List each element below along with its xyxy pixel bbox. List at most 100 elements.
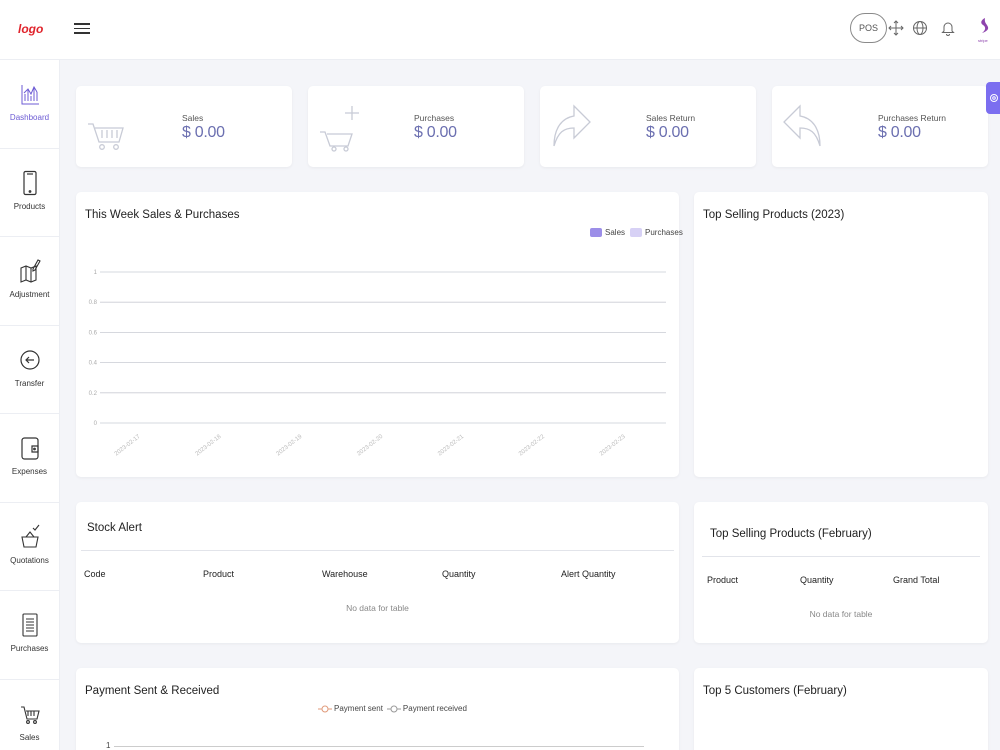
sidebar-item-label: Expenses <box>11 467 48 476</box>
cart-icon <box>20 705 40 724</box>
card-title: Payment Sent & Received <box>85 685 220 697</box>
sidebar-item-label: Products <box>13 201 46 211</box>
sidebar-item-label: Adjustment <box>9 290 50 299</box>
wallet-icon <box>20 437 39 460</box>
y-tick-label: 1 <box>106 741 111 750</box>
divider <box>702 556 980 557</box>
column-header[interactable]: Grand Total <box>893 575 940 585</box>
sidebar-item-label: Transfer <box>14 378 45 388</box>
legend-marker-payment-received <box>386 705 401 712</box>
divider <box>81 550 674 551</box>
card-title: Top Selling Products (2023) <box>703 209 845 221</box>
legend-label[interactable]: Payment received <box>402 704 467 713</box>
sidebar-item-label: Sales <box>19 732 40 742</box>
sidebar-item-expenses[interactable]: Expenses <box>0 414 59 503</box>
column-header[interactable]: Quantity <box>800 575 834 585</box>
stat-label: Sales Return <box>646 113 696 123</box>
stat-value: $ 0.00 <box>646 124 689 141</box>
user-avatar[interactable]: stripe <box>975 16 993 44</box>
pos-button[interactable]: POS <box>850 13 887 43</box>
sidebar-item-quotations[interactable]: Quotations <box>0 503 59 591</box>
stat-card-sales[interactable]: Sales $ 0.00 <box>76 86 292 167</box>
sidebar-item-purchases[interactable]: Purchases <box>0 591 59 680</box>
x-tick-label: 2023-02-23 <box>599 433 627 457</box>
y-tick-label: 1 <box>94 270 98 276</box>
legend-swatch-sales <box>590 228 602 237</box>
stat-label: Purchases <box>414 113 455 123</box>
card-title: Top Selling Products (February) <box>710 528 872 540</box>
hamburger-menu-icon[interactable] <box>74 20 90 36</box>
card-title: This Week Sales & Purchases <box>85 209 240 221</box>
cart-plus-icon <box>320 106 359 152</box>
cart-icon <box>88 123 124 150</box>
x-tick-label: 2023-02-19 <box>275 433 303 457</box>
gear-icon <box>990 94 998 102</box>
weekly-bar-chart: 1 0.8 0.6 0.4 0.2 0 2023-02-17 2023-02-18 2023-0… <box>89 270 666 457</box>
stat-card-sales-return[interactable]: Sales Return $ 0.00 <box>540 86 756 167</box>
y-tick-label: 0.2 <box>89 391 98 397</box>
y-tick-label: 0.8 <box>89 300 98 306</box>
legend-label[interactable]: Payment sent <box>334 704 383 713</box>
x-tick-label: 2023-02-20 <box>356 433 384 457</box>
legend-swatch-purchases <box>630 228 643 237</box>
stat-card-purchases[interactable]: Purchases $ 0.00 <box>308 86 524 167</box>
stat-card-purchases-return[interactable]: Purchases Return $ 0.00 <box>772 86 988 167</box>
stat-value: $ 0.00 <box>414 124 457 141</box>
svg-text:logo: logo <box>18 22 43 36</box>
receipt-icon <box>21 613 38 637</box>
basket-check-icon <box>20 524 39 548</box>
top-bar: logo POS stripe <box>0 0 1000 60</box>
legend-label[interactable]: Sales <box>605 228 626 237</box>
svg-text:stripe: stripe <box>978 38 989 43</box>
sidebar-item-sales[interactable]: Sales <box>0 680 59 750</box>
chart-legend: Sales Purchases <box>590 228 683 237</box>
stat-value: $ 0.00 <box>878 124 921 141</box>
y-tick-label: 0.4 <box>89 361 98 367</box>
stat-label: Sales <box>182 113 204 123</box>
card-title: Stock Alert <box>87 522 142 534</box>
chart-legend: Payment sent Payment received <box>318 704 467 713</box>
column-header[interactable]: Quantity <box>442 569 476 579</box>
sidebar: Dashboard Products Adjustment Transfer E… <box>0 60 60 750</box>
column-header[interactable]: Product <box>707 575 739 585</box>
x-tick-label: 2023-02-21 <box>437 433 465 457</box>
language-globe-icon[interactable] <box>912 20 928 36</box>
transfer-icon <box>19 349 40 370</box>
column-header[interactable]: Product <box>203 569 235 579</box>
fullscreen-icon[interactable] <box>888 20 904 36</box>
settings-drawer-tab[interactable] <box>986 82 1000 114</box>
bar-chart-icon <box>21 85 39 105</box>
sidebar-item-dashboard[interactable]: Dashboard <box>0 60 59 149</box>
legend-marker-payment-sent <box>318 705 332 712</box>
sidebar-item-transfer[interactable]: Transfer <box>0 326 59 414</box>
column-header[interactable]: Alert Quantity <box>561 569 616 579</box>
empty-table-message: No data for table <box>809 609 873 619</box>
card-title: Top 5 Customers (February) <box>703 685 847 697</box>
weekly-chart-card: This Week Sales & Purchases Sales Purcha… <box>76 192 683 477</box>
brand-logo[interactable]: logo <box>18 20 44 38</box>
top-selling-month-card: Top Selling Products (February) Product … <box>694 502 988 643</box>
column-header[interactable]: Warehouse <box>322 569 368 579</box>
stat-label: Purchases Return <box>878 113 947 123</box>
x-tick-label: 2023-02-22 <box>518 433 546 457</box>
sidebar-item-products[interactable]: Products <box>0 149 59 237</box>
phone-icon <box>22 170 37 195</box>
grid-line <box>114 746 644 747</box>
sidebar-item-adjustment[interactable]: Adjustment <box>0 237 59 326</box>
legend-label[interactable]: Purchases <box>645 228 683 237</box>
stat-value: $ 0.00 <box>182 124 225 141</box>
sidebar-item-label: Purchases <box>10 644 49 653</box>
notification-bell-icon[interactable] <box>940 20 956 36</box>
top-selling-year-card: Top Selling Products (2023) <box>694 192 988 477</box>
empty-table-message: No data for table <box>346 603 409 613</box>
y-tick-label: 0 <box>94 421 98 427</box>
x-tick-label: 2023-02-17 <box>114 433 142 457</box>
payment-chart-card: Payment Sent & Received Payment sent Pay… <box>76 668 679 750</box>
back-arrow-icon <box>783 104 821 147</box>
stock-alert-card: Stock Alert Code Product Warehouse Quant… <box>76 502 679 643</box>
map-edit-icon <box>19 259 41 283</box>
column-header[interactable]: Code <box>84 569 106 579</box>
x-tick-label: 2023-02-18 <box>195 433 223 457</box>
sidebar-item-label: Quotations <box>10 555 49 565</box>
top-customers-card: Top 5 Customers (February) <box>694 668 988 750</box>
